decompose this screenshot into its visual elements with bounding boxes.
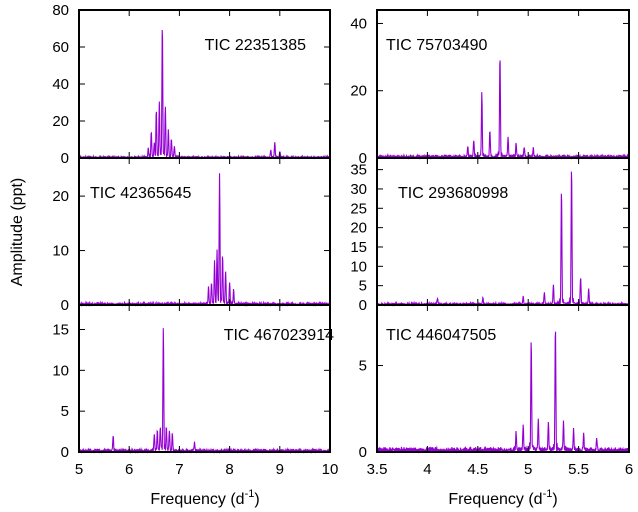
x-tick-label: 6 (625, 461, 633, 478)
y-tick-label: 80 (52, 2, 69, 19)
x-tick-label: 10 (322, 461, 339, 478)
y-tick-label: 5 (359, 278, 367, 295)
y-tick-label: 35 (350, 162, 367, 179)
y-tick-label: 20 (350, 83, 367, 100)
y-tick-label: 10 (350, 258, 367, 275)
panel-label: TIC 446047505 (386, 327, 496, 344)
y-tick-label: 0 (61, 444, 69, 461)
y-tick-label: 0 (61, 297, 69, 314)
y-tick-label: 15 (52, 322, 69, 339)
series-line (376, 171, 630, 307)
panel-label: TIC 467023914 (224, 327, 334, 344)
y-tick-label: 0 (359, 297, 367, 314)
panel-frame (78, 157, 331, 306)
x-tick-label: 4 (423, 461, 431, 478)
series-line (376, 60, 630, 160)
y-tick-label: 5 (61, 403, 69, 420)
panel-label: TIC 293680998 (398, 185, 508, 202)
x-tick-label: 9 (276, 461, 284, 478)
panel-label: TIC 42365645 (90, 185, 192, 202)
panel-label: TIC 22351385 (205, 37, 307, 54)
x-tick-label: 6 (125, 461, 133, 478)
y-tick-label: 0 (359, 444, 367, 461)
y-tick-label: 0 (61, 150, 69, 167)
x-tick-label: 5 (75, 461, 83, 478)
panel-frame (376, 304, 630, 453)
y-tick-label: 20 (52, 188, 69, 205)
y-tick-label: 30 (350, 181, 367, 198)
y-tick-label: 15 (350, 239, 367, 256)
x-axis-label-right: Frequency (d-1) (448, 488, 557, 508)
x-tick-label: 5.5 (568, 461, 589, 478)
panel-frame (376, 9, 630, 159)
panel-bottom-right: 0 5 3.5 4 4.5 5 5.5 6 TIC 446047505 (359, 304, 633, 478)
panel-top-left: 0 20 40 60 80 TIC 22351385 (52, 2, 331, 167)
panel-frame (78, 9, 331, 159)
y-tick-label: 5 (359, 358, 367, 375)
x-tick-label: 5 (524, 461, 532, 478)
y-tick-label: 20 (350, 220, 367, 237)
x-tick-label: 8 (225, 461, 233, 478)
y-tick-label: 40 (52, 76, 69, 93)
x-tick-label: 7 (175, 461, 183, 478)
y-tick-label: 25 (350, 200, 367, 217)
y-tick-label: 10 (52, 243, 69, 260)
y-tick-label: 0 (359, 150, 367, 167)
y-tick-label: 60 (52, 39, 69, 56)
panel-middle-left: 0 10 20 TIC 42365645 (52, 157, 331, 314)
series-line (376, 331, 630, 454)
y-axis-label: Amplitude (ppt) (9, 178, 26, 287)
y-tick-label: 10 (52, 362, 69, 379)
x-tick-label: 3.5 (367, 461, 388, 478)
y-tick-label: 40 (350, 15, 367, 32)
x-axis-label-left: Frequency (d-1) (150, 488, 259, 508)
panel-top-right: 0 20 40 TIC 75703490 (350, 9, 630, 167)
panel-label: TIC 75703490 (386, 37, 488, 54)
panel-frame (376, 157, 630, 306)
x-tick-label: 4.5 (467, 461, 488, 478)
series-line (78, 328, 331, 455)
panel-middle-right: 0 5 10 15 20 25 30 35 TIC 293680998 (350, 157, 630, 314)
panel-frame (78, 304, 331, 453)
y-tick-label: 20 (52, 113, 69, 130)
